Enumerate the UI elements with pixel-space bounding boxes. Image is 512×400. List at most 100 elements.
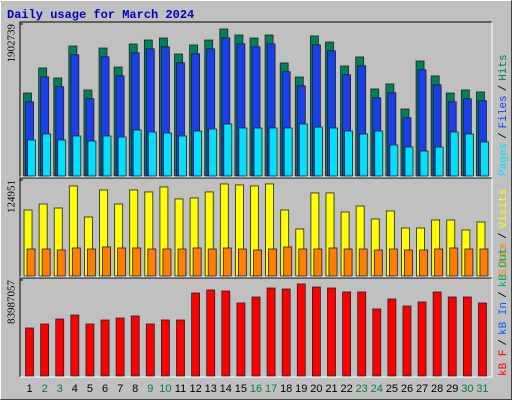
bar: [404, 146, 414, 177]
legend: Sites / Visits: [498, 189, 510, 276]
bar: [27, 139, 36, 177]
bar: [117, 247, 127, 277]
legend: Pages / Files / Hits: [498, 54, 510, 176]
bar: [236, 302, 246, 377]
bar: [102, 135, 112, 177]
bar: [327, 287, 336, 377]
x-tick-label: 1: [26, 383, 32, 395]
bar: [26, 248, 36, 277]
bar: [85, 323, 95, 377]
bar: [100, 319, 110, 377]
bar: [253, 249, 262, 277]
x-tick-label: 27: [416, 383, 428, 395]
bar: [25, 327, 34, 377]
legend-entry: kB In: [498, 302, 510, 335]
bar: [419, 249, 428, 277]
x-tick-label: 16: [250, 383, 262, 395]
bar: [417, 301, 427, 377]
legend-separator: /: [498, 132, 510, 139]
panel-edge-dark: [19, 277, 492, 377]
y-tick-label: 1902739: [6, 24, 18, 63]
bar: [40, 323, 50, 377]
y-tick-label: 83987057: [6, 280, 18, 325]
bar: [223, 123, 233, 177]
bar: [447, 296, 457, 377]
bar: [145, 323, 155, 377]
x-tick-label: 12: [189, 383, 201, 395]
bar: [102, 246, 111, 277]
x-tick-label: 14: [220, 383, 232, 395]
bar: [359, 133, 369, 177]
bar: [162, 248, 172, 277]
bar: [253, 127, 263, 177]
x-tick-label: 31: [476, 383, 488, 395]
panel-edge-light: [20, 178, 493, 278]
x-tick-label: 20: [310, 383, 322, 395]
bar: [343, 248, 353, 277]
legend-separator: /: [498, 232, 510, 239]
bar: [115, 317, 125, 377]
x-tick-label: 7: [117, 383, 123, 395]
bar: [132, 247, 142, 277]
bar: [72, 135, 82, 177]
x-tick-label: 10: [159, 383, 171, 395]
x-tick-label: 23: [356, 383, 368, 395]
bar: [251, 296, 261, 377]
bar: [313, 126, 323, 177]
chart-title: Daily usage for March 2024: [7, 8, 194, 22]
bar: [464, 133, 474, 177]
bar: [130, 315, 140, 377]
bar: [238, 127, 248, 177]
bar: [87, 248, 96, 277]
bar: [419, 150, 429, 177]
bar: [328, 247, 338, 277]
bar: [176, 319, 185, 377]
bar: [432, 291, 442, 377]
bar: [358, 248, 368, 277]
bar: [268, 127, 278, 177]
bar: [283, 127, 293, 177]
bar: [479, 248, 489, 277]
legend-entry: Hits: [498, 54, 510, 80]
bar: [388, 248, 398, 277]
bar: [147, 248, 157, 277]
bar: [434, 146, 444, 177]
bar: [177, 248, 187, 277]
x-tick-label: 5: [87, 383, 93, 395]
legend-entry: kB F: [498, 350, 510, 376]
legend-entry: Pages: [498, 143, 510, 176]
panel-edge-dark: [19, 21, 492, 177]
bar: [132, 129, 142, 177]
legend-entry: Files: [498, 95, 510, 128]
x-tick-label: 2: [42, 383, 48, 395]
bar: [221, 290, 231, 377]
bar: [313, 248, 323, 277]
bar: [402, 305, 412, 377]
bar: [449, 131, 459, 177]
x-tick-label: 3: [57, 383, 63, 395]
legend-entry: Visits: [498, 189, 510, 229]
bar: [281, 288, 291, 377]
bar: [449, 247, 459, 277]
bar: [192, 247, 202, 277]
x-tick-label: 13: [205, 383, 217, 395]
panel-edge-light: [20, 22, 493, 178]
x-tick-label: 17: [265, 383, 277, 395]
bar: [373, 249, 383, 277]
bar: [222, 247, 232, 277]
bar: [478, 302, 487, 377]
bar: [87, 140, 97, 177]
bar: [434, 248, 444, 277]
bar: [480, 141, 489, 177]
x-tick-label: 22: [340, 383, 352, 395]
x-tick-label: 6: [102, 383, 108, 395]
bar: [147, 131, 157, 177]
bar: [57, 139, 67, 177]
bar: [56, 249, 66, 277]
x-tick-label: 24: [371, 383, 383, 395]
x-tick-label: 25: [386, 383, 398, 395]
bar: [387, 298, 397, 377]
bar: [266, 287, 276, 377]
bar: [161, 319, 170, 377]
